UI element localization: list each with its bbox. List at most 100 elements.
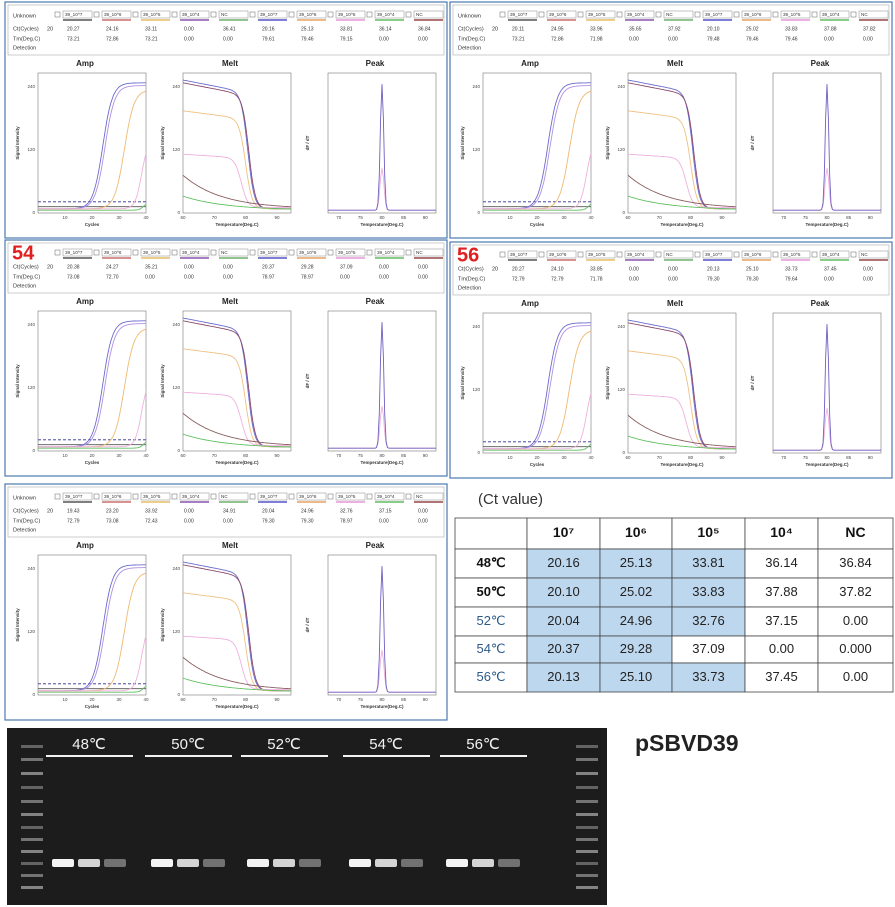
ct-value: 36.84 <box>418 26 431 32</box>
y-tick-label: 0 <box>177 448 180 453</box>
dna-band <box>247 859 269 867</box>
ladder-band <box>576 758 598 761</box>
sample-name: 39_10^5 <box>783 252 801 257</box>
y-axis-label: dF / dT <box>750 375 755 390</box>
sample-box <box>702 250 733 259</box>
checkbox <box>733 251 740 258</box>
chart-title: Amp <box>76 541 94 550</box>
ct-value: 20.13 <box>707 266 720 272</box>
sample-name: 39_10^7 <box>705 252 723 257</box>
ct-value: 0.00 <box>379 264 389 270</box>
row-label: Detection <box>13 45 36 51</box>
column-header: NC <box>845 524 865 540</box>
threshold: 20 <box>47 508 53 514</box>
y-tick-label: 240 <box>172 322 180 327</box>
sample-box <box>62 248 93 257</box>
sample-box <box>335 10 366 19</box>
sample-name: NC <box>861 252 868 257</box>
row-header: 52℃ <box>476 613 505 628</box>
checkbox <box>772 251 779 258</box>
ct-value: 33.96 <box>590 26 603 32</box>
tm-value: 0.00 <box>418 518 428 524</box>
dna-band <box>78 859 100 867</box>
x-tick-label: 70 <box>781 215 787 220</box>
plot-area <box>772 72 882 214</box>
sample-name: 39_10^5 <box>783 12 801 17</box>
checkbox <box>405 493 412 500</box>
plot-area <box>482 72 592 214</box>
sample-name: NC <box>416 494 423 499</box>
column-header: 10⁴ <box>770 524 793 540</box>
checkbox <box>93 493 100 500</box>
checkbox <box>366 11 373 18</box>
curve <box>328 84 436 211</box>
tm-value: 73.21 <box>67 36 80 42</box>
checkbox <box>577 11 584 18</box>
ladder-band <box>21 813 43 816</box>
x-tick-label: 40 <box>143 697 149 702</box>
tm-value: 0.00 <box>184 518 194 524</box>
chart-title: Melt <box>667 59 683 68</box>
ct-value: 20.37 <box>262 264 275 270</box>
tm-value: 78.97 <box>340 518 353 524</box>
sample-box <box>702 10 733 19</box>
sample-name: 39_10^7 <box>510 12 528 17</box>
x-tick-label: 70 <box>781 455 787 460</box>
checkbox <box>733 11 740 18</box>
chart-title: Melt <box>222 297 238 306</box>
curve <box>182 412 292 446</box>
y-tick-label: 120 <box>172 385 180 390</box>
y-tick-label: 120 <box>172 629 180 634</box>
ct-value: 20.27 <box>67 26 80 32</box>
sample-box <box>218 248 249 257</box>
lane-label: 48℃ <box>72 736 106 753</box>
tm-value: 0.00 <box>340 274 350 280</box>
table-cell <box>671 635 746 664</box>
checkbox <box>210 493 217 500</box>
x-tick-label: 70 <box>336 215 342 220</box>
ct-value: 0.00 <box>418 264 428 270</box>
sample-box <box>335 492 366 501</box>
sample-box <box>140 492 171 501</box>
row-label: Tm(Deg.C) <box>13 36 40 42</box>
tm-value: 79.30 <box>301 518 314 524</box>
y-tick-label: 240 <box>27 84 35 89</box>
x-axis-label: Temperature(Deg.C) <box>361 222 404 227</box>
ct-cell: 36.84 <box>839 555 872 570</box>
x-tick-label: 60 <box>180 697 186 702</box>
ladder-band <box>21 800 43 803</box>
chart-title: Peak <box>366 59 385 68</box>
table-cell <box>526 606 601 637</box>
dna-band <box>375 859 397 867</box>
ct-value: 19.43 <box>67 508 80 514</box>
ct-value: 33.81 <box>340 26 353 32</box>
x-tick-label: 20 <box>534 215 540 220</box>
tm-value: 71.78 <box>590 276 603 282</box>
y-tick-label: 0 <box>32 448 35 453</box>
sample-name: 39_10^4 <box>377 494 395 499</box>
sample-name: 39_10^6 <box>299 12 317 17</box>
x-tick-label: 75 <box>358 697 364 702</box>
tm-value: 0.00 <box>863 276 873 282</box>
tm-value: 79.46 <box>785 36 798 42</box>
curve <box>38 685 147 693</box>
sample-name: 39_10^7 <box>65 494 83 499</box>
curve <box>483 203 592 211</box>
checkbox <box>249 249 256 256</box>
tm-value: 79.48 <box>707 36 720 42</box>
ct-value: 35.21 <box>145 264 158 270</box>
sample-box <box>585 250 616 259</box>
row-header-cell <box>454 548 528 579</box>
curve <box>627 195 737 210</box>
sample-box <box>140 248 171 257</box>
threshold: 20 <box>492 26 498 32</box>
tm-value: 0.00 <box>863 36 873 42</box>
ct-cell: 20.10 <box>547 584 580 599</box>
y-tick-label: 240 <box>27 566 35 571</box>
curve <box>627 174 737 208</box>
sample-box <box>819 250 850 259</box>
x-tick-label: 70 <box>657 215 663 220</box>
ct-value: 20.38 <box>67 264 80 270</box>
